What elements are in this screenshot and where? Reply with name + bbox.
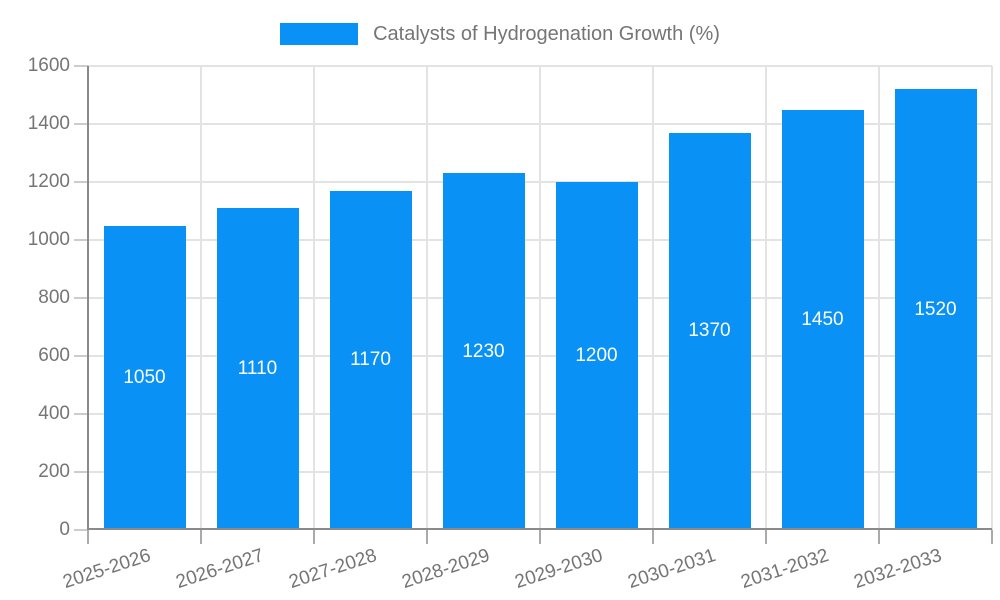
bar-value-label: 1200 [575,345,618,366]
bar-value-label: 1520 [914,298,957,320]
bar: 1450 [781,109,864,530]
bar: 1170 [329,190,412,530]
y-axis-line [87,66,89,544]
gridline-v [652,66,654,530]
y-axis: 0 200 400 600 800 1000 1200 1400 1600 [0,55,88,540]
plot-area: 1050 1110 1170 1230 1200 1370 1450 1520 [88,65,993,530]
x-tick-mark [87,530,89,544]
bar-value-label: 1230 [462,340,505,362]
x-axis-tick-label: 2029-2030 [512,545,605,594]
y-tick-mark [74,413,88,415]
x-tick-mark [313,530,315,544]
x-axis-line [88,528,992,530]
x-tick-mark [765,530,767,544]
x-tick-mark [991,530,993,544]
legend-swatch-icon [280,23,359,45]
bar-value-label: 1170 [350,349,391,371]
y-axis-tick-label: 1600 [27,55,70,76]
chart-title: Catalysts of Hydrogenation Growth (%) [373,23,720,45]
y-tick-mark [74,529,88,531]
bar: 1230 [442,173,525,530]
x-axis-tick-label: 2032-2033 [851,545,944,594]
bar: 1520 [894,89,977,530]
y-tick-mark [74,297,88,299]
gridline-v [200,66,202,530]
x-tick-mark [426,530,428,544]
gridline-v [765,66,767,530]
y-tick-mark [74,181,88,183]
y-axis-tick-label: 200 [38,461,70,482]
y-tick-mark [74,355,88,357]
y-tick-mark [74,123,88,125]
x-axis: 2025-2026 2026-2027 2027-2028 2028-2029 2029… [60,530,993,600]
bar-value-label: 1450 [801,308,844,330]
bar-value-label: 1050 [123,366,166,388]
x-tick-mark [652,530,654,544]
y-axis-tick-label: 800 [38,287,70,308]
bar: 1110 [216,208,299,530]
x-axis-tick-label: 2030-2031 [625,545,718,594]
gridline-v [313,66,315,530]
x-tick-mark [200,530,202,544]
bar: 1050 [103,225,186,530]
y-axis-tick-label: 400 [38,403,70,424]
y-tick-mark [74,65,88,67]
x-axis-tick-label: 2028-2029 [399,545,492,594]
x-tick-mark [539,530,541,544]
x-tick-mark [878,530,880,544]
y-axis-tick-label: 1400 [27,113,70,134]
bar-value-label: 1110 [237,358,278,380]
bar: 1200 [555,182,638,530]
gridline-v [878,66,880,530]
x-axis-tick-label: 2025-2026 [60,545,153,594]
y-tick-mark [74,471,88,473]
x-axis-tick-label: 2027-2028 [286,545,379,594]
y-axis-tick-label: 600 [38,345,70,366]
gridline-v [426,66,428,530]
gridline-v [539,66,541,530]
y-axis-tick-label: 1200 [27,171,70,192]
y-axis-tick-label: 0 [59,519,70,540]
x-axis-tick-label: 2031-2032 [738,545,831,594]
chart-legend[interactable]: Catalysts of Hydrogenation Growth (%) [0,22,1000,46]
x-axis-tick-label: 2026-2027 [173,545,266,594]
bar-value-label: 1370 [688,320,731,342]
bar: 1370 [668,132,751,530]
gridline-v [991,66,993,530]
y-tick-mark [74,239,88,241]
y-axis-tick-label: 1000 [27,229,70,250]
